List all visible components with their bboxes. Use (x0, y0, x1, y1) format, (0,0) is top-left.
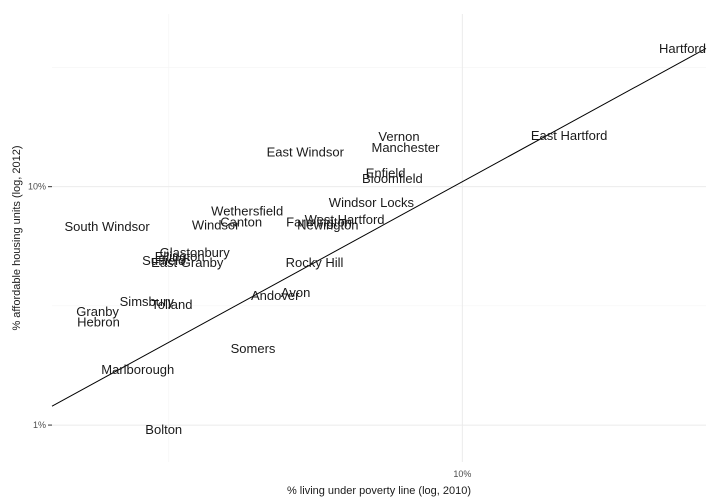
point-label: Enfield (366, 166, 406, 181)
grid-lines (52, 14, 706, 462)
y-tick-label: 10% (28, 182, 46, 192)
y-axis-title: % affordable housing units (log, 2012) (11, 145, 23, 330)
point-label: Tolland (151, 297, 192, 312)
point-label: Farmington (286, 215, 352, 230)
y-tick-label: 1% (33, 420, 46, 430)
point-label: Hebron (77, 315, 120, 330)
point-label: Suffield (142, 253, 185, 268)
fit-line-layer (51, 48, 707, 407)
point-label: West Hartford (305, 212, 385, 227)
point-label: Manchester (372, 140, 441, 155)
x-tick-label: 10% (453, 469, 471, 479)
point-label: Simsbury (120, 294, 175, 309)
point-label: Windsor Locks (329, 195, 415, 210)
point-label: East Granby (151, 255, 224, 270)
x-axis-title: % living under poverty line (log, 2010) (287, 485, 471, 497)
axis-ticks: 1% 10% 10% (28, 182, 471, 479)
point-label: East Windsor (267, 144, 345, 159)
point-label: Vernon (378, 129, 419, 144)
point-label: South Windsor (64, 219, 150, 234)
point-label: Ellington (155, 249, 205, 264)
point-label: East Hartford (531, 128, 608, 143)
point-label: Bloomfield (362, 171, 423, 186)
point-label: Glastonbury (160, 245, 231, 260)
point-label: Marlborough (101, 362, 174, 377)
point-label: Rocky Hill (286, 255, 344, 270)
point-label: Hartford (659, 41, 706, 56)
point-label: Somers (231, 341, 276, 356)
point-label: Newington (297, 218, 358, 233)
point-label: Wethersfield (211, 204, 283, 219)
point-label: Andover (251, 288, 300, 303)
point-label: Avon (281, 285, 310, 300)
point-label: Bolton (145, 422, 182, 437)
point-label: Canton (220, 215, 262, 230)
point-label: Granby (76, 304, 119, 319)
fit-line (51, 48, 707, 407)
point-label: Windsor (192, 218, 240, 233)
